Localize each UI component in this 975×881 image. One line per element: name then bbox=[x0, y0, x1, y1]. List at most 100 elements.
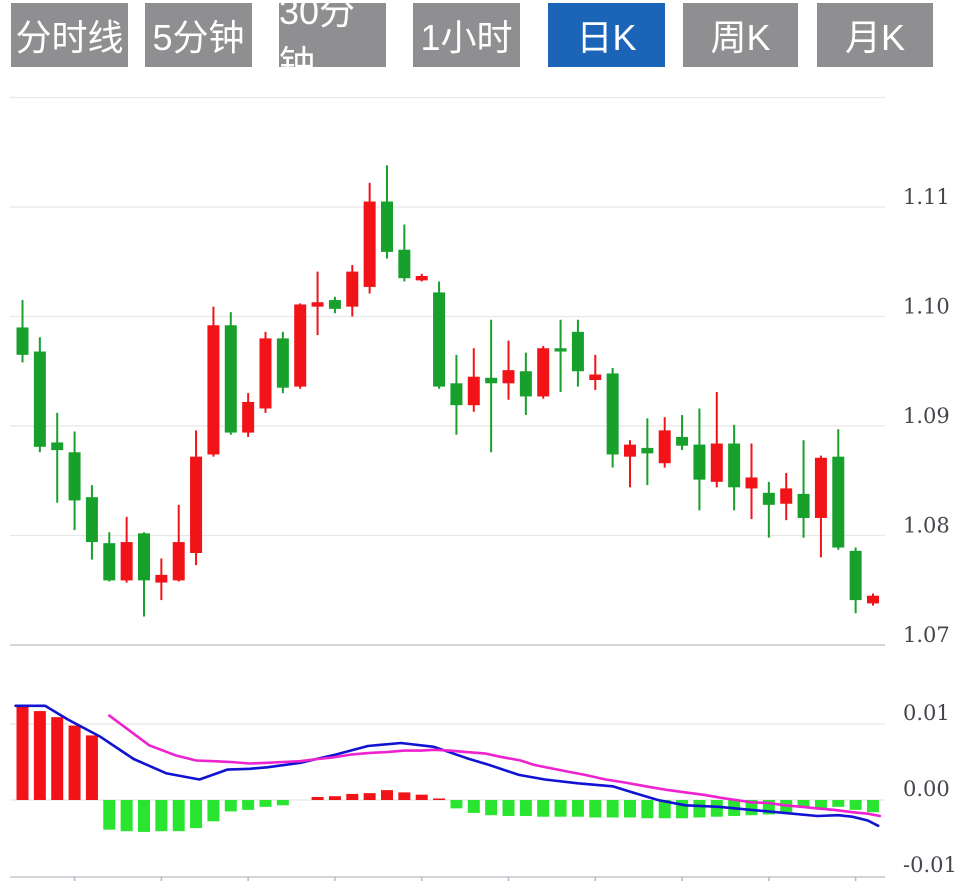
macd-histogram-bar bbox=[224, 800, 237, 812]
candle-body bbox=[676, 436, 689, 446]
candle-body bbox=[415, 275, 428, 281]
macd-histogram-bar bbox=[519, 800, 532, 816]
macd-histogram-bar bbox=[571, 800, 584, 817]
candle-body bbox=[172, 542, 185, 581]
macd-histogram-bar bbox=[623, 800, 636, 818]
macd-tick-label: -0.01 bbox=[903, 853, 957, 877]
candle-body bbox=[433, 292, 446, 387]
macd-histogram-bar bbox=[433, 798, 446, 800]
macd-histogram-bar bbox=[398, 792, 411, 800]
tab-weekly-k[interactable]: 周K bbox=[683, 3, 798, 67]
candle-body bbox=[16, 327, 29, 355]
candle-body bbox=[363, 201, 376, 287]
tab-minute-line-label: 分时线 bbox=[15, 17, 124, 58]
price-tick-label: 1.07 bbox=[903, 623, 950, 647]
candle-body bbox=[224, 325, 237, 433]
candle-body bbox=[693, 444, 706, 480]
tab-5min-label: 5分钟 bbox=[152, 17, 245, 58]
candle-body bbox=[190, 456, 203, 554]
price-tick-label: 1.09 bbox=[903, 404, 950, 428]
macd-tick-label: 0.01 bbox=[903, 701, 950, 725]
macd-histogram-bar bbox=[537, 800, 550, 817]
macd-histogram-bar bbox=[346, 793, 359, 800]
macd-dif-line bbox=[14, 704, 880, 828]
candle-body bbox=[294, 304, 307, 387]
candle-body bbox=[207, 325, 220, 455]
candle-body bbox=[120, 542, 133, 581]
candle-body bbox=[33, 351, 46, 447]
macd-histogram-bar bbox=[710, 800, 723, 817]
price-tick-label: 1.10 bbox=[903, 295, 950, 319]
macd-histogram-bar bbox=[328, 796, 341, 800]
tab-monthly-k-label: 月K bbox=[844, 17, 905, 58]
macd-histogram-bar bbox=[137, 800, 150, 832]
macd-histogram-bar bbox=[68, 725, 81, 800]
candle-body bbox=[276, 338, 289, 388]
macd-histogram-bar bbox=[33, 711, 46, 800]
candle-body bbox=[866, 595, 879, 604]
candle-body bbox=[641, 447, 654, 454]
macd-dea-line bbox=[108, 714, 882, 818]
candle-body bbox=[728, 443, 741, 488]
candle-body bbox=[589, 374, 602, 381]
macd-histogram-bar bbox=[797, 800, 810, 808]
macd-histogram-bar bbox=[606, 800, 619, 818]
candle-body bbox=[485, 377, 498, 384]
macd-histogram-bar bbox=[120, 800, 133, 832]
tab-daily-k[interactable]: 日K bbox=[548, 3, 665, 67]
macd-histogram-bar bbox=[658, 800, 671, 819]
candle-body bbox=[745, 477, 758, 489]
candle-body bbox=[623, 444, 636, 457]
candle-body bbox=[259, 338, 272, 409]
macd-histogram-bar bbox=[502, 800, 515, 816]
macd-histogram-bar bbox=[450, 800, 463, 809]
tab-1hour[interactable]: 1小时 bbox=[413, 3, 520, 67]
candle-body bbox=[832, 456, 845, 548]
macd-histogram-bar bbox=[380, 790, 393, 800]
price-tick-label: 1.11 bbox=[903, 185, 950, 209]
tab-minute-line[interactable]: 分时线 bbox=[11, 3, 128, 67]
macd-histogram-bar bbox=[85, 735, 98, 800]
price-tick-label: 1.08 bbox=[903, 514, 950, 538]
macd-histogram-bar bbox=[276, 800, 289, 806]
macd-histogram-bar bbox=[311, 796, 324, 800]
candle-body bbox=[814, 457, 827, 518]
candle-body bbox=[328, 300, 341, 309]
macd-histogram-bar bbox=[589, 800, 602, 818]
macd-histogram-bar bbox=[415, 794, 428, 800]
macd-histogram-bar bbox=[259, 800, 272, 807]
candle-body bbox=[762, 492, 775, 505]
candle-body bbox=[780, 488, 793, 504]
candle-body bbox=[51, 442, 64, 451]
macd-histogram-bar bbox=[103, 800, 116, 830]
macd-tick-label: 0.00 bbox=[903, 777, 950, 801]
macd-histogram-bar bbox=[814, 800, 827, 810]
macd-histogram-bar bbox=[485, 800, 498, 816]
candle-body bbox=[849, 550, 862, 601]
tab-30min[interactable]: 30分钟 bbox=[279, 0, 386, 84]
candle-body bbox=[155, 574, 168, 583]
candle-body bbox=[346, 271, 359, 307]
candle-body bbox=[450, 383, 463, 406]
candle-body bbox=[519, 371, 532, 397]
candle-body bbox=[68, 452, 81, 501]
macd-histogram-bar bbox=[172, 800, 185, 832]
tab-monthly-k[interactable]: 月K bbox=[817, 3, 933, 67]
candle-body bbox=[658, 430, 671, 464]
candle-body bbox=[242, 401, 255, 433]
macd-histogram-bar bbox=[207, 800, 220, 822]
candle-body bbox=[571, 331, 584, 372]
tab-30min-label: 30分钟 bbox=[279, 0, 356, 84]
tab-5min[interactable]: 5分钟 bbox=[145, 3, 252, 67]
candle-body bbox=[137, 533, 150, 581]
macd-histogram-bar bbox=[554, 800, 567, 817]
tab-weekly-k-label: 周K bbox=[710, 17, 771, 58]
candle-body bbox=[85, 497, 98, 543]
candle-body bbox=[398, 249, 411, 279]
candle-body bbox=[797, 493, 810, 518]
tab-daily-k-label: 日K bbox=[576, 17, 637, 58]
macd-histogram-bar bbox=[832, 800, 845, 807]
macd-histogram-bar bbox=[155, 800, 168, 832]
candle-body bbox=[311, 302, 324, 307]
